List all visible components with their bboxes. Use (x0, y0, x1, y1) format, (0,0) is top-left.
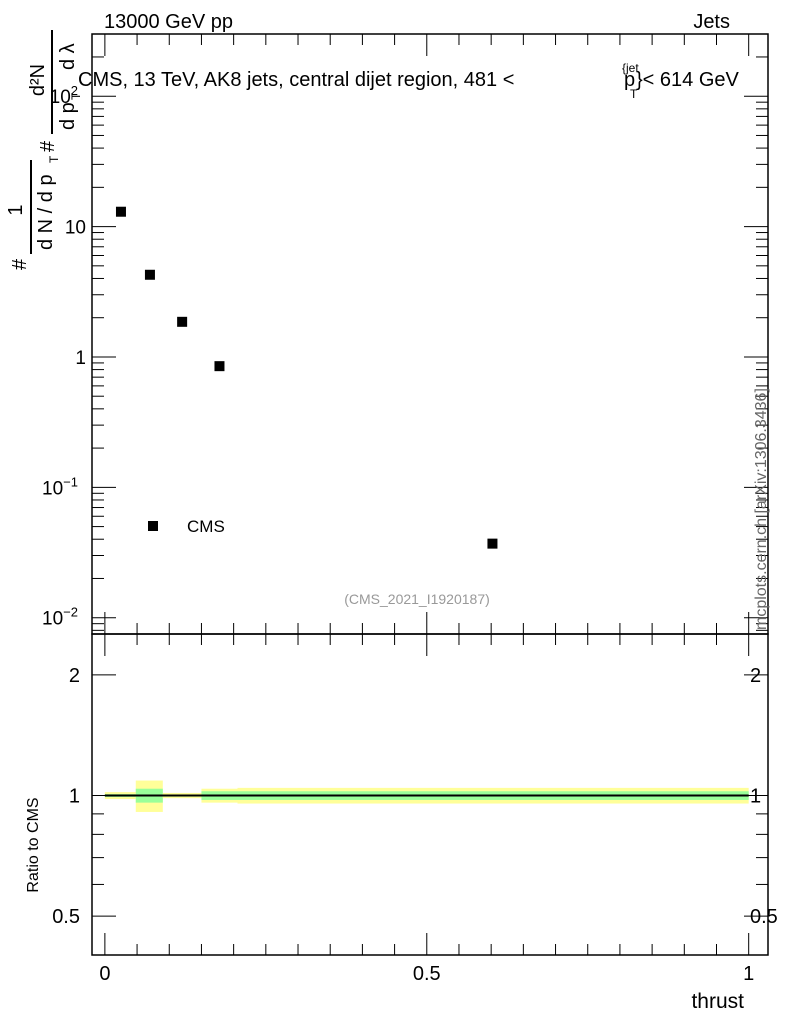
data-point-cms (144, 269, 155, 280)
y-label-hash: # (9, 258, 31, 270)
y-label-den1: d N / d p (35, 174, 57, 250)
plot-title: CMS, 13 TeV, AK8 jets, central dijet reg… (78, 69, 514, 91)
y-tick-label: 10−2 (42, 605, 78, 630)
y-label-hash2: # (37, 140, 59, 152)
ratio-y-tick-label-left: 1 (69, 786, 80, 808)
x-tick-label: 0 (99, 963, 110, 985)
data-point-cms (177, 316, 188, 327)
data-point-cms (487, 538, 498, 549)
y-axis-label: #1 d N / d p T # d²N d p Td λ (5, 30, 83, 270)
ratio-y-axis-label: Ratio to CMS (25, 797, 42, 892)
mcplots-side-label: mcplots.cern.ch [arXiv:1306.3436] (753, 388, 770, 630)
y-label-den1-sub: T (47, 155, 61, 163)
x-axis-label: thrust (691, 990, 744, 1013)
ratio-y-tick-label-right: 0.5 (750, 906, 778, 928)
plot-title-jet-sup: {jet (622, 61, 639, 75)
ratio-y-tick-label-right: 1 (750, 786, 761, 808)
y-label-num1: 1 (5, 204, 27, 215)
y-label-den2-end: d λ (57, 43, 79, 70)
legend-marker-cms (148, 521, 158, 531)
header-process: Jets (693, 11, 730, 33)
y-tick-label: 1 (75, 348, 86, 369)
plot-title-T-sub: T (630, 87, 638, 101)
header-energy: 13000 GeV pp (104, 11, 233, 33)
ratio-y-tick-label-right: 2 (750, 665, 761, 687)
y-tick-label: 102 (50, 83, 78, 108)
legend-label-cms: CMS (187, 517, 225, 536)
y-label-den2: d p (57, 102, 79, 130)
data-point-cms (115, 206, 126, 217)
x-tick-label: 0.5 (413, 963, 441, 985)
ratio-y-tick-label-left: 0.5 (52, 906, 80, 928)
analysis-watermark: (CMS_2021_I1920187) (344, 591, 490, 607)
y-tick-label: 10 (65, 218, 86, 239)
y-label-den2-sub: T (69, 92, 83, 100)
plot-title-end: }< 614 GeV (636, 69, 740, 91)
data-point-cms (214, 361, 225, 372)
main-frame (91, 33, 769, 635)
x-tick-label: 1 (743, 963, 754, 985)
ratio-y-tick-label-left: 2 (69, 665, 80, 687)
ratio-frame (91, 633, 769, 956)
y-label-num2: d²N (27, 64, 49, 96)
plot-title-pt: p (624, 69, 635, 91)
y-tick-label: 10−1 (42, 474, 78, 499)
